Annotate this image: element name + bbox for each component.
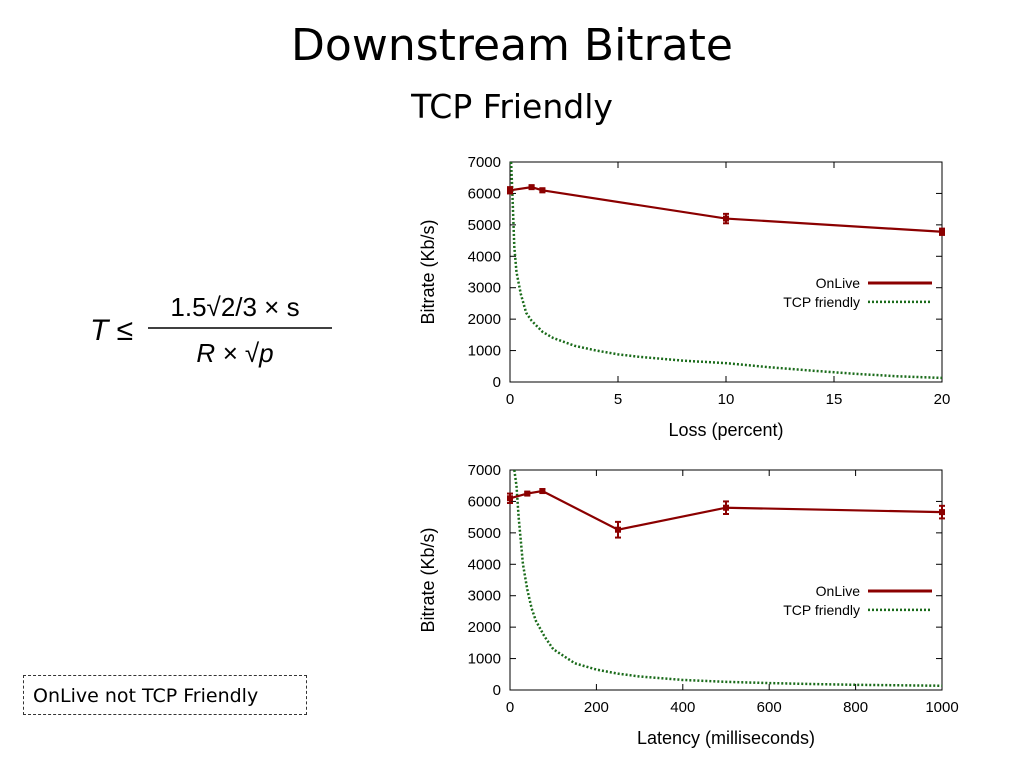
legend-onlive-label: OnLive bbox=[816, 583, 861, 599]
x-tick-label: 800 bbox=[843, 699, 868, 716]
y-axis-label: Bitrate (Kb/s) bbox=[418, 219, 438, 324]
onlive-point bbox=[524, 490, 531, 497]
plot-frame bbox=[509, 469, 943, 691]
y-tick-label: 4000 bbox=[468, 248, 501, 265]
onlive-point bbox=[939, 509, 945, 516]
y-tick-label: 1000 bbox=[468, 343, 501, 360]
series-onlive bbox=[507, 488, 945, 539]
y-tick-label: 0 bbox=[493, 374, 501, 391]
latency-chart-svg: 0 1000 2000 3000 4000 5000 6000 7000 0 200 400 600 8… bbox=[418, 462, 959, 748]
x-tick-label: 10 bbox=[718, 391, 735, 408]
loss-chart: 0 1000 2000 3000 4000 5000 6000 7000 0 5 10 15 20 On… bbox=[410, 150, 970, 455]
chart-legend: OnLive TCP friendly bbox=[783, 275, 932, 310]
y-tick-label: 7000 bbox=[468, 462, 501, 479]
x-tick-label: 200 bbox=[584, 699, 609, 716]
onlive-point bbox=[507, 495, 513, 502]
formula-denominator: R × √p bbox=[196, 338, 273, 368]
y-tick-label: 3000 bbox=[468, 588, 501, 605]
y-tick-label: 5000 bbox=[468, 217, 501, 234]
formula-lhs: T ≤ bbox=[90, 314, 133, 347]
x-axis-label: Loss (percent) bbox=[668, 420, 783, 440]
tcp-friendly-line bbox=[509, 161, 943, 380]
y-tick-label: 6000 bbox=[468, 185, 501, 202]
x-tick-label: 15 bbox=[826, 391, 843, 408]
x-tick-label: 400 bbox=[670, 699, 695, 716]
x-axis-label: Latency (milliseconds) bbox=[637, 728, 815, 748]
y-tick-label: 2000 bbox=[468, 619, 501, 636]
series-tcp-friendly bbox=[509, 161, 943, 380]
x-tick-label: 5 bbox=[614, 391, 622, 408]
x-tick-label: 600 bbox=[757, 699, 782, 716]
onlive-point bbox=[539, 488, 546, 495]
loss-chart-svg: 0 1000 2000 3000 4000 5000 6000 7000 0 5 10 15 20 On… bbox=[418, 154, 951, 440]
x-tick-label: 20 bbox=[934, 391, 951, 408]
onlive-line bbox=[509, 186, 943, 233]
x-tick-label: 0 bbox=[506, 391, 514, 408]
y-tick-label: 6000 bbox=[468, 493, 501, 510]
legend-tcp-label: TCP friendly bbox=[783, 294, 860, 310]
y-tick-label: 5000 bbox=[468, 525, 501, 542]
onlive-point bbox=[723, 504, 729, 511]
series-onlive bbox=[507, 184, 945, 236]
formula-svg: T ≤ 1.5√2/3 × s R × √p bbox=[90, 292, 332, 368]
y-tick-label: 7000 bbox=[468, 154, 501, 171]
onlive-point bbox=[723, 215, 729, 222]
onlive-point bbox=[528, 184, 535, 191]
y-tick-label: 2000 bbox=[468, 311, 501, 328]
y-tick-label: 3000 bbox=[468, 280, 501, 297]
x-tick-label: 0 bbox=[506, 699, 514, 716]
legend-onlive-label: OnLive bbox=[816, 275, 861, 291]
formula-numerator: 1.5√2/3 × s bbox=[170, 292, 299, 322]
y-tick-label: 0 bbox=[493, 682, 501, 699]
y-tick-label: 1000 bbox=[468, 651, 501, 668]
chart-legend: OnLive TCP friendly bbox=[783, 583, 932, 618]
x-tick-label: 1000 bbox=[925, 699, 958, 716]
latency-chart: 0 1000 2000 3000 4000 5000 6000 7000 0 200 400 600 8… bbox=[410, 458, 970, 763]
onlive-point bbox=[615, 526, 621, 533]
y-tick-label: 4000 bbox=[468, 556, 501, 573]
onlive-note: OnLive not TCP Friendly bbox=[23, 675, 307, 715]
slide-subtitle: TCP Friendly bbox=[411, 87, 613, 126]
onlive-point bbox=[939, 228, 945, 235]
onlive-point bbox=[539, 187, 546, 194]
onlive-point bbox=[507, 187, 513, 194]
slide-title: Downstream Bitrate bbox=[291, 20, 733, 71]
y-axis-label: Bitrate (Kb/s) bbox=[418, 527, 438, 632]
legend-tcp-label: TCP friendly bbox=[783, 602, 860, 618]
tcp-throughput-formula: T ≤ 1.5√2/3 × s R × √p bbox=[80, 282, 340, 387]
axis-ticks: 0 1000 2000 3000 4000 5000 6000 7000 0 5 10 15 20 bbox=[468, 154, 951, 408]
axis-ticks: 0 1000 2000 3000 4000 5000 6000 7000 0 200 400 600 8… bbox=[468, 462, 959, 716]
